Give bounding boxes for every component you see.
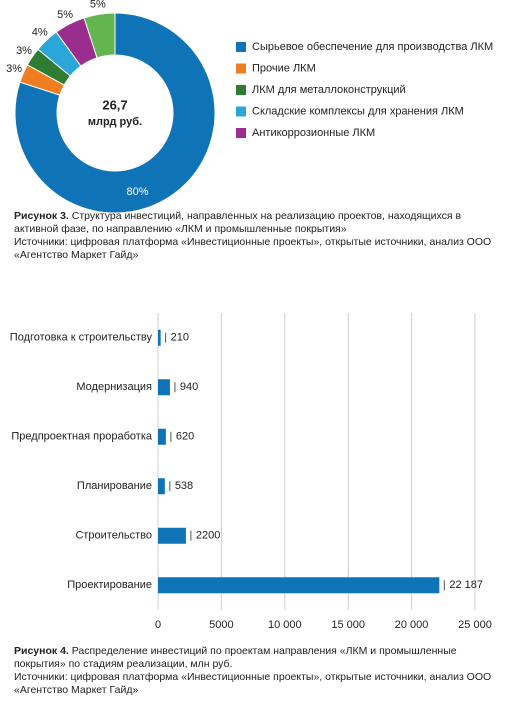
center-label: 26,7 xyxy=(102,97,127,112)
center-label: млрд руб. xyxy=(88,116,142,128)
y-tick-label: Планирование xyxy=(77,480,152,492)
legend-label: Складские комплексы для хранения ЛКМ xyxy=(252,105,464,117)
bar xyxy=(158,478,165,495)
slice-label: 3% xyxy=(6,63,22,75)
x-tick-label: 25 000 xyxy=(458,619,492,631)
bar xyxy=(158,577,440,594)
value-label: 940 xyxy=(180,381,198,393)
y-tick-label: Проектирование xyxy=(67,579,152,591)
y-tick-label: Модернизация xyxy=(76,381,152,393)
y-tick-label: Предпроектная проработка xyxy=(11,431,153,443)
x-tick-label: 5000 xyxy=(209,619,233,631)
source-text: Источники: цифровая платформа «Инвестици… xyxy=(14,236,492,261)
caption-text: Распределение инвестиций по проектам нап… xyxy=(14,645,457,670)
caption-text: Структура инвестиций, направленных на ре… xyxy=(14,210,462,235)
caption-4: Рисунок 4. Распределение инвестиций по п… xyxy=(14,645,492,697)
x-tick-label: 0 xyxy=(155,619,161,631)
value-label: 210 xyxy=(171,332,189,344)
value-label: 22 187 xyxy=(449,579,483,591)
legend-label: Антикоррозионные ЛКМ xyxy=(252,127,375,139)
y-tick-label: Подготовка к строительству xyxy=(10,332,153,344)
bar xyxy=(158,329,161,346)
x-tick-label: 10 000 xyxy=(268,619,302,631)
pie-slice xyxy=(14,12,216,214)
legend-swatch xyxy=(236,63,246,74)
legend-label: ЛКМ для металлоконструкций xyxy=(252,84,406,96)
figure-label: Рисунок 3. xyxy=(14,210,69,222)
slice-label: 5% xyxy=(57,9,73,21)
legend-label: Сырьевое обеспечение для производства ЛК… xyxy=(252,41,493,53)
source-text: Источники: цифровая платформа «Инвестици… xyxy=(14,671,492,696)
bar xyxy=(158,527,186,544)
figure-label: Рисунок 4. xyxy=(14,645,69,657)
legend-label: Прочие ЛКМ xyxy=(252,62,316,74)
y-tick-label: Строительство xyxy=(75,530,152,542)
legend-swatch xyxy=(236,128,246,138)
bar xyxy=(158,428,166,445)
value-label: 620 xyxy=(176,431,194,443)
x-tick-label: 15 000 xyxy=(331,619,365,631)
legend-swatch xyxy=(236,106,246,117)
caption-3: Рисунок 3. Структура инвестиций, направл… xyxy=(14,210,492,262)
x-tick-label: 20 000 xyxy=(395,619,429,631)
value-label: 2200 xyxy=(196,530,220,542)
slice-label: 5% xyxy=(90,0,106,10)
bar xyxy=(158,379,170,396)
slice-label: 80% xyxy=(127,186,149,198)
pie-slice xyxy=(83,12,116,59)
value-label: 538 xyxy=(175,480,193,492)
legend-swatch xyxy=(236,42,246,52)
slice-label: 3% xyxy=(16,45,32,57)
slice-label: 4% xyxy=(32,27,48,39)
legend-swatch xyxy=(236,85,246,95)
